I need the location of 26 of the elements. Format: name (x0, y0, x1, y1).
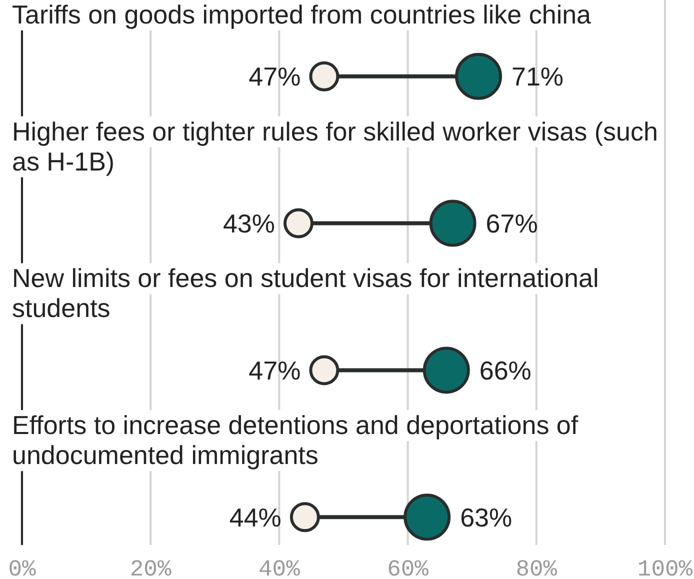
data-label: 66% (479, 356, 532, 386)
data-label: 44% (229, 502, 282, 532)
data-label: 63% (460, 502, 512, 532)
y-tick-label: Higher fees or tighter rules for skilled worker visas (such as H-1B) (12, 116, 658, 176)
x-tick-label: 100% (637, 556, 693, 579)
x-tick-label: 60% (387, 556, 429, 579)
data-label: 43% (222, 208, 275, 239)
point (290, 502, 320, 532)
y-tick-label: Efforts to increase detentions and deportations of undocumented immigrants (12, 410, 579, 470)
data-label: 47% (248, 62, 301, 92)
y-tick-label: New limits or fees on student visas for international students (12, 263, 599, 324)
point (455, 52, 502, 100)
point (422, 346, 470, 394)
point (309, 61, 340, 92)
x-tick-label: 80% (516, 556, 558, 579)
x-tick-label: 20% (130, 556, 172, 579)
point (283, 208, 314, 238)
y-tick-label: Tariffs on goods imported from countries like china (12, 0, 592, 30)
data-label: 47% (248, 356, 301, 386)
data-label: 67% (486, 208, 538, 239)
x-tick-label: 0% (8, 556, 36, 579)
x-tick-label: 40% (258, 556, 300, 579)
point (404, 494, 451, 541)
point (429, 200, 476, 247)
data-label: 71% (512, 62, 564, 92)
point (309, 355, 340, 386)
